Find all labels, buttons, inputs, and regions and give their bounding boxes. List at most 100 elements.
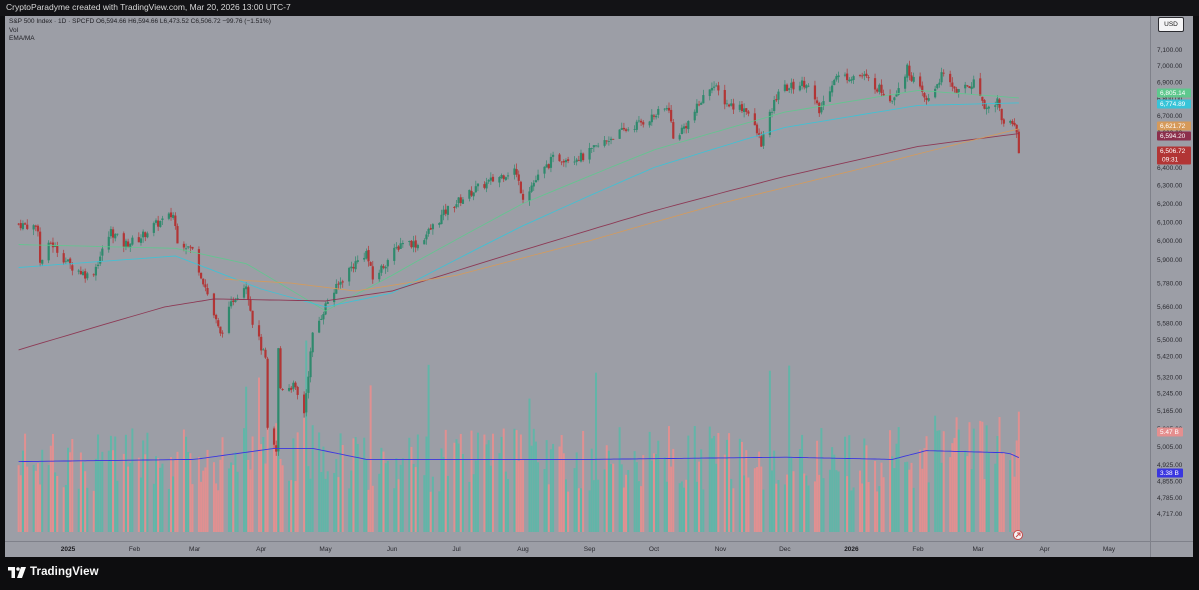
candle-body [792, 81, 795, 90]
volume-bar [17, 465, 20, 532]
candle-body [219, 326, 222, 334]
volume-bar [262, 437, 265, 532]
volume-bar [522, 459, 525, 532]
candle-body [723, 89, 726, 105]
volume-bar [139, 477, 142, 532]
candle-body [605, 140, 608, 142]
candle-body [455, 204, 458, 208]
volume-bar [86, 487, 89, 532]
candle-body [369, 262, 372, 266]
candle-body [903, 76, 907, 89]
volume-bar [807, 485, 810, 532]
candle-body [670, 109, 673, 122]
candle-body [296, 386, 299, 395]
candle-body [111, 229, 115, 238]
price-tick-label: 7,000.00 [1157, 63, 1183, 70]
volume-bar [702, 489, 705, 532]
candle-body [352, 267, 355, 269]
candle-body [176, 226, 179, 244]
volume-bar [985, 425, 988, 532]
volume-bar [547, 484, 550, 532]
candle-body [431, 224, 434, 230]
volume-bar [891, 456, 894, 532]
volume-bar [204, 467, 207, 532]
volume-bar [309, 478, 312, 532]
candle-body [710, 87, 714, 91]
candle-body [92, 274, 95, 276]
candle-body [712, 86, 716, 88]
candle-body [987, 106, 990, 109]
attribution-text: CryptoParadyme created with TradingView.… [6, 2, 291, 12]
candle-body [685, 126, 688, 129]
candle-body [107, 236, 110, 250]
candle-body [577, 159, 580, 161]
volume-bar [36, 463, 39, 532]
candle-body [161, 218, 164, 221]
volume-bar [187, 451, 190, 532]
volume-bar [84, 471, 87, 532]
candle-body [803, 80, 806, 88]
candle-body [921, 85, 924, 92]
volume-bar [294, 481, 297, 532]
volume-bar [790, 456, 793, 532]
volume-bar [159, 467, 162, 532]
candle-body [249, 299, 252, 311]
candle-body [333, 292, 336, 303]
volume-bar [773, 450, 776, 532]
candle-body [491, 176, 495, 182]
legend-indicator[interactable]: EMA/MA [9, 35, 35, 42]
candle-body [425, 234, 428, 240]
candle-body [199, 272, 203, 279]
candle-body [981, 96, 984, 101]
candle-body [446, 205, 450, 215]
volume-bar [182, 429, 185, 532]
candle-body [534, 180, 538, 183]
volume-bar [99, 460, 102, 532]
tradingview-logo[interactable]: TradingView [8, 566, 99, 578]
volume-bar [232, 464, 235, 532]
volume-bar [833, 454, 836, 532]
price-tick-label: 5,420.00 [1157, 353, 1183, 360]
currency-button[interactable]: USD [1158, 17, 1184, 32]
volume-bar [348, 488, 351, 532]
candle-body [84, 271, 87, 279]
volume-bar [152, 483, 155, 532]
volume-bar [670, 466, 673, 532]
candle-body [234, 300, 237, 303]
volume-badge-bg [1157, 427, 1183, 437]
legend-symbol-line[interactable]: S&P 500 Index · 1D · SPCFD O6,594.66 H6,… [9, 18, 271, 25]
volume-bar [339, 433, 342, 532]
volume-bar [341, 444, 344, 532]
candle-body [408, 241, 411, 243]
volume-bar [440, 448, 443, 532]
volume-bar [354, 437, 357, 532]
candle-body [281, 389, 284, 390]
volume-bar [54, 472, 57, 532]
candle-body [996, 98, 999, 106]
candle-body [500, 175, 503, 179]
volume-bar [219, 459, 222, 532]
candle-body [414, 240, 417, 248]
candle-body [805, 85, 808, 89]
volume-bar [446, 475, 449, 532]
candle-body [380, 265, 383, 273]
volume-bar [938, 430, 941, 532]
candle-body [815, 100, 819, 104]
volume-bar [693, 426, 696, 532]
volume-bar [831, 447, 834, 532]
replay-marker-icon[interactable] [1013, 530, 1023, 540]
volume-bar [936, 430, 939, 532]
candle-body [582, 153, 585, 161]
candle-body [401, 243, 404, 245]
volume-bar [532, 428, 535, 532]
legend-volume[interactable]: Vol [9, 26, 19, 34]
volume-bar [713, 435, 716, 532]
volume-bar [657, 440, 660, 532]
candle-body [114, 234, 117, 239]
volume-bar [515, 430, 518, 532]
candle-body [549, 156, 553, 168]
candle-body [423, 240, 426, 245]
volume-bar [51, 433, 54, 532]
volume-bar [927, 482, 930, 532]
